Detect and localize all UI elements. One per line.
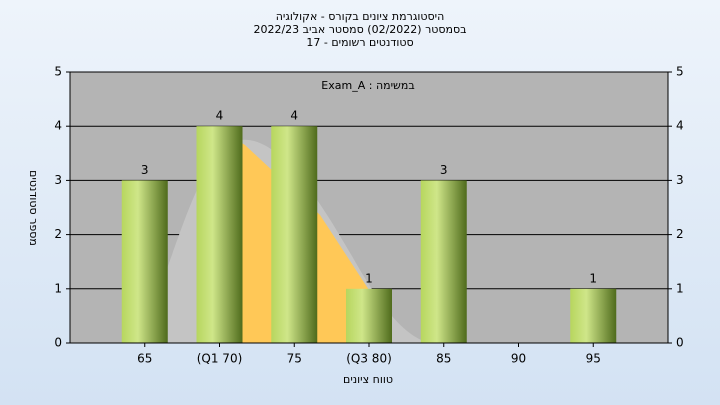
value-label: 4 (216, 109, 224, 123)
bar (346, 288, 392, 343)
bar (570, 288, 617, 343)
x-tick-label: 85 (436, 352, 451, 366)
y2-tick-label: 0 (676, 336, 684, 350)
y-tick-label: 1 (54, 281, 62, 295)
chart-subtitle: סטודנטים רשומים - 17 (306, 36, 413, 49)
chart-subtitle: בסמסטר (02/2022) סמסטר אביב 2022/23 (253, 23, 466, 36)
bar (121, 180, 168, 343)
y2-tick-label: 2 (676, 227, 684, 241)
y-tick-label: 5 (54, 65, 62, 79)
y2-tick-label: 5 (676, 65, 684, 79)
y-tick-label: 4 (54, 119, 62, 133)
bar (420, 180, 467, 343)
value-label: 3 (440, 163, 448, 177)
y-tick-label: 2 (54, 227, 62, 241)
value-label: 4 (290, 109, 298, 123)
x-tick-label: 95 (586, 352, 601, 366)
value-label: 1 (365, 271, 373, 285)
x-tick-label: 90 (511, 352, 526, 366)
y-tick-label: 0 (54, 336, 62, 350)
value-label: 3 (141, 163, 149, 177)
value-label: 1 (589, 271, 597, 285)
y-axis-label: מספר סטודנטים (27, 170, 40, 246)
annotation: Exam_A : במשימה (321, 79, 414, 92)
x-tick-label: 75 (287, 352, 302, 366)
chart-title: היסטוגרמת ציונים בקורס - אקולוגיה (276, 10, 445, 23)
x-tick-label: 65 (137, 352, 152, 366)
x-tick-label: (Q1 70) (197, 352, 243, 366)
bar (196, 126, 243, 343)
y-tick-label: 3 (54, 173, 62, 187)
y2-tick-label: 3 (676, 173, 684, 187)
y2-tick-label: 4 (676, 119, 684, 133)
bar (271, 126, 318, 343)
x-axis-label: טווח ציונים (343, 373, 393, 386)
y2-tick-label: 1 (676, 281, 684, 295)
x-tick-label: (Q3 80) (346, 352, 392, 366)
